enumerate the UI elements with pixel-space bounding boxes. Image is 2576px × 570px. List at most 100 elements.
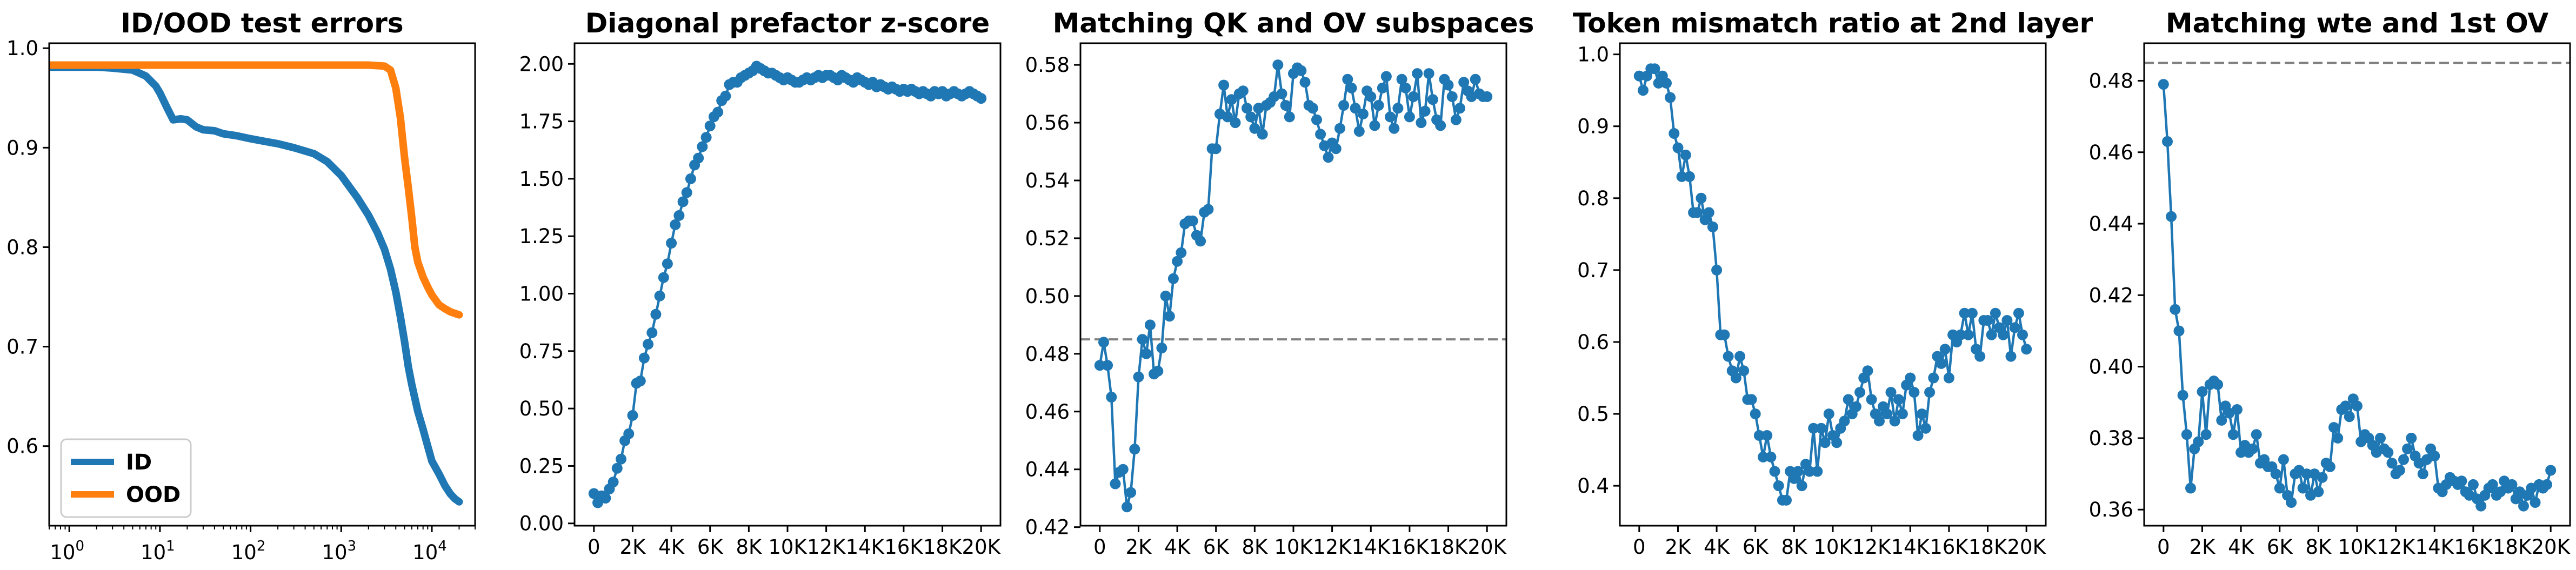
y-tick-label: 0.42	[2089, 284, 2133, 307]
data-point	[1443, 79, 1454, 91]
data-point	[1210, 143, 1222, 155]
chart-title: Diagonal prefactor z-score	[585, 8, 990, 39]
x-tick-label: 104	[412, 538, 447, 564]
data-point	[1823, 408, 1834, 420]
data-point	[2475, 500, 2487, 512]
data-point	[1707, 222, 1718, 232]
y-tick-label: 0.9	[6, 136, 38, 159]
y-tick-label: 0.48	[2089, 69, 2133, 92]
data-point	[616, 453, 626, 465]
x-tick-label: 20K	[2007, 535, 2047, 559]
data-point	[1102, 360, 1113, 371]
y-tick-label: 0.7	[6, 336, 38, 359]
data-point	[1633, 70, 1645, 82]
data-point	[2352, 400, 2363, 412]
data-point	[1734, 351, 1746, 362]
data-point	[1412, 68, 1423, 79]
data-point	[1908, 387, 1920, 398]
data-point	[1249, 123, 1260, 134]
y-tick-label: 0.54	[1025, 169, 1070, 192]
x-tick-label: 2K	[1126, 535, 1153, 559]
data-point	[2278, 454, 2289, 465]
data-point	[1140, 348, 1152, 359]
data-point	[2429, 451, 2440, 461]
data-point	[2170, 304, 2181, 315]
data-point	[2197, 386, 2208, 397]
data-point	[1245, 111, 1257, 123]
data-point	[2001, 315, 2013, 326]
data-point	[1761, 430, 1773, 441]
data-point	[1373, 100, 1384, 111]
chart-5: Matching wte and 1st OV 0 2K 4K 6K 8K 10K 12K 14…	[2089, 8, 2571, 559]
x-tick-label: 14K	[1352, 535, 1391, 559]
y-tick-label: 0.50	[1025, 285, 1070, 308]
x-tick-label: 0	[588, 535, 600, 559]
data-point	[1955, 329, 1966, 340]
data-point	[1481, 91, 1493, 102]
data-point	[1881, 408, 1893, 420]
data-point	[1334, 123, 1345, 134]
data-point	[1400, 82, 1411, 93]
data-point	[1404, 111, 1415, 123]
data-point	[2297, 482, 2308, 494]
x-tick-label: 6K	[697, 535, 724, 559]
x-tick-base: 10	[141, 541, 166, 564]
data-point	[1936, 358, 1947, 369]
data-point	[1423, 68, 1434, 79]
data-point	[1750, 408, 1761, 420]
data-point	[2270, 468, 2281, 480]
x-tick-label: 8K	[2305, 535, 2332, 559]
data-point	[2166, 211, 2177, 222]
y-tick-label: 0.50	[519, 397, 564, 420]
chart-title: Matching QK and OV subspaces	[1053, 8, 1534, 39]
data-point	[2344, 411, 2355, 423]
data-point	[1889, 415, 1900, 427]
data-point	[600, 493, 611, 504]
data-point	[1176, 247, 1187, 258]
data-point	[1696, 192, 1707, 204]
data-point	[2518, 500, 2529, 512]
data-point	[1454, 103, 1465, 114]
data-point	[2398, 454, 2409, 465]
y-tick-label: 0.00	[519, 512, 564, 535]
y-tick-label: 0.46	[2089, 141, 2133, 164]
data-point	[2324, 461, 2335, 472]
data-point	[1346, 82, 1357, 93]
data-point	[1897, 408, 1908, 420]
x-tick-label: 14K	[846, 535, 885, 559]
data-point	[704, 120, 716, 132]
data-point	[1152, 365, 1164, 377]
x-tick-base: 10	[322, 541, 347, 564]
data-point	[1323, 152, 1334, 163]
data-point	[1885, 387, 1897, 398]
data-point	[1866, 394, 1877, 405]
x-tick-exponent: 0	[75, 538, 84, 554]
data-point	[2009, 322, 2020, 333]
data-point	[1781, 494, 1792, 506]
data-point	[2212, 379, 2224, 390]
data-point	[1106, 392, 1117, 403]
x-tick-exponent: 3	[348, 538, 357, 554]
data-point	[1369, 120, 1380, 131]
data-point	[666, 238, 677, 249]
data-point	[1796, 480, 1807, 492]
data-point	[1389, 123, 1400, 134]
data-point	[2185, 482, 2196, 494]
y-tick-label: 1.00	[519, 283, 564, 306]
y-tick-label: 0.52	[1025, 227, 1070, 250]
y-tick-label: 0.36	[2089, 498, 2133, 521]
data-point	[1723, 351, 1734, 362]
y-tick-label: 0.8	[1577, 187, 1609, 210]
data-point	[1122, 501, 1132, 513]
data-point	[1380, 71, 1392, 82]
data-point	[712, 106, 724, 118]
data-point	[1680, 149, 1691, 160]
data-point	[1385, 111, 1396, 123]
data-point	[1638, 85, 1649, 96]
data-point	[2417, 468, 2428, 480]
data-point	[1963, 329, 1974, 340]
data-point	[2274, 482, 2285, 494]
axes-frame	[48, 42, 476, 527]
data-point	[1117, 464, 1129, 475]
